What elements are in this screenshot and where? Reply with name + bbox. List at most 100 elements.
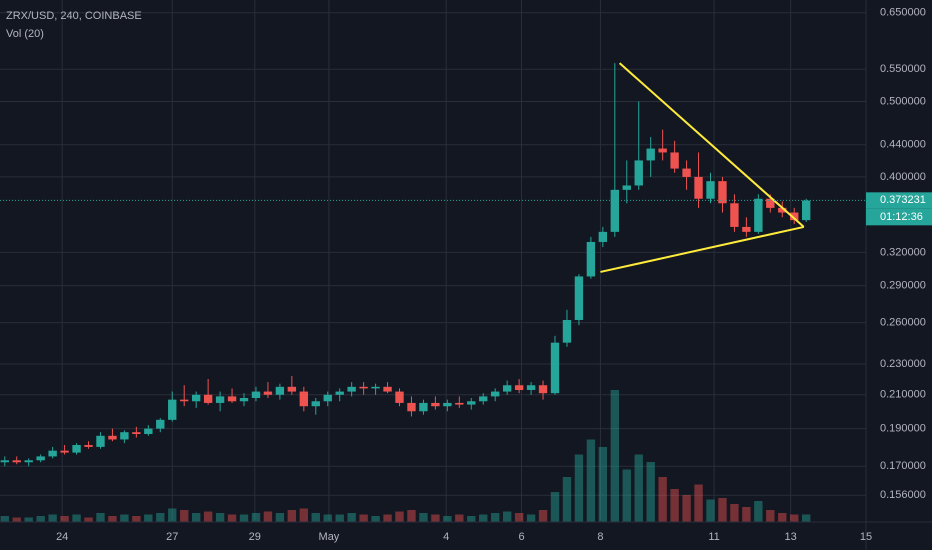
volume-bar bbox=[754, 501, 763, 522]
candle-body bbox=[778, 207, 787, 213]
candle-body bbox=[407, 402, 416, 412]
volume-bar bbox=[144, 514, 153, 522]
trendline bbox=[600, 225, 805, 273]
candle-body bbox=[658, 148, 667, 153]
volume-bar bbox=[730, 504, 739, 522]
candle-body bbox=[622, 185, 631, 190]
y-tick-label: 0.190000 bbox=[880, 423, 926, 435]
candle-body bbox=[431, 402, 440, 407]
last-price-box bbox=[866, 192, 932, 209]
last-price-label: 0.373231 bbox=[880, 194, 926, 206]
candle-body bbox=[790, 212, 799, 221]
candle-body bbox=[156, 419, 165, 429]
volume-bar bbox=[191, 513, 201, 522]
volume-bar bbox=[203, 511, 213, 522]
candle-body bbox=[251, 391, 261, 399]
y-tick-label: 0.230000 bbox=[880, 358, 926, 370]
volume-bar bbox=[634, 454, 643, 522]
volume-bar bbox=[180, 510, 189, 522]
volume-bar bbox=[407, 510, 416, 522]
y-tick-label: 0.260000 bbox=[880, 316, 926, 328]
x-tick-label: 8 bbox=[597, 531, 603, 543]
indicator-label: Vol (20) bbox=[6, 28, 44, 40]
candle-body bbox=[311, 401, 320, 407]
volume-bar bbox=[156, 513, 165, 522]
candle-body bbox=[802, 200, 811, 221]
volume-bar bbox=[251, 513, 261, 522]
candle-body bbox=[48, 450, 57, 457]
candle-body bbox=[263, 391, 273, 395]
volume-bar bbox=[550, 492, 560, 522]
candle-body bbox=[203, 394, 213, 403]
volume-bar bbox=[491, 513, 500, 522]
volume-bar bbox=[502, 511, 512, 522]
volume-bar bbox=[622, 469, 631, 522]
volume-bar bbox=[60, 516, 69, 522]
candle-body bbox=[526, 385, 536, 390]
candle-body bbox=[562, 319, 572, 343]
candle-body bbox=[371, 386, 380, 389]
volume-bar bbox=[443, 516, 452, 522]
volume-bar bbox=[239, 514, 249, 522]
y-tick-label: 0.210000 bbox=[880, 389, 926, 401]
x-tick-label: 24 bbox=[56, 531, 68, 543]
candle-body bbox=[395, 391, 404, 403]
volume-bar bbox=[526, 514, 536, 522]
candle-body bbox=[730, 203, 739, 227]
candle-body bbox=[12, 460, 21, 463]
candle-body bbox=[467, 401, 476, 405]
candle-body bbox=[108, 435, 117, 440]
candle-body bbox=[694, 176, 703, 199]
candle-body bbox=[347, 386, 356, 392]
x-tick-label: 13 bbox=[785, 531, 797, 543]
candle-body bbox=[323, 394, 332, 402]
candle-body bbox=[0, 460, 9, 463]
volume-bar bbox=[718, 498, 727, 522]
volume-bar bbox=[682, 495, 691, 522]
candle-body bbox=[96, 435, 105, 447]
drawings bbox=[0, 62, 866, 273]
candle-body bbox=[144, 428, 153, 434]
volume-bar bbox=[802, 514, 811, 522]
volume-bar bbox=[658, 477, 667, 522]
candle-body bbox=[682, 168, 691, 177]
x-tick-label: May bbox=[319, 531, 340, 543]
candle-body bbox=[419, 402, 428, 412]
volume-bar bbox=[335, 514, 344, 522]
candle-body bbox=[443, 402, 452, 407]
volume-bar bbox=[610, 390, 619, 522]
candle-body bbox=[491, 391, 500, 397]
volume-bar bbox=[670, 489, 679, 522]
candle-body bbox=[227, 396, 237, 402]
candle-body bbox=[287, 386, 297, 392]
volume-bar bbox=[778, 513, 787, 522]
volume-bar bbox=[706, 499, 715, 522]
volume-bar bbox=[359, 514, 368, 522]
y-tick-label: 0.156000 bbox=[880, 489, 926, 501]
volume-bar bbox=[0, 516, 9, 522]
candle-body bbox=[335, 391, 344, 395]
volume-bar bbox=[574, 454, 584, 522]
y-tick-label: 0.320000 bbox=[880, 246, 926, 258]
volume-bar bbox=[538, 510, 548, 522]
candle-body bbox=[72, 445, 81, 453]
volume-bar bbox=[347, 513, 356, 522]
volume-bar bbox=[419, 513, 428, 522]
y-tick-label: 0.400000 bbox=[880, 171, 926, 183]
volume-bar bbox=[371, 516, 380, 522]
volume-bar bbox=[215, 513, 225, 522]
candle-body bbox=[646, 148, 655, 161]
volume-bar bbox=[24, 517, 33, 522]
countdown-label: 01:12:36 bbox=[880, 211, 923, 223]
candle-body bbox=[239, 398, 249, 402]
candle-body bbox=[132, 432, 141, 434]
volume-bar bbox=[48, 514, 57, 522]
volume-bar bbox=[287, 510, 297, 522]
volume-bar bbox=[311, 513, 320, 522]
candle-body bbox=[299, 391, 309, 407]
candle-body bbox=[718, 181, 727, 204]
volume-bar bbox=[227, 514, 237, 522]
volume-bar bbox=[299, 508, 309, 522]
candle-body bbox=[479, 396, 488, 402]
candle-body bbox=[36, 456, 45, 461]
